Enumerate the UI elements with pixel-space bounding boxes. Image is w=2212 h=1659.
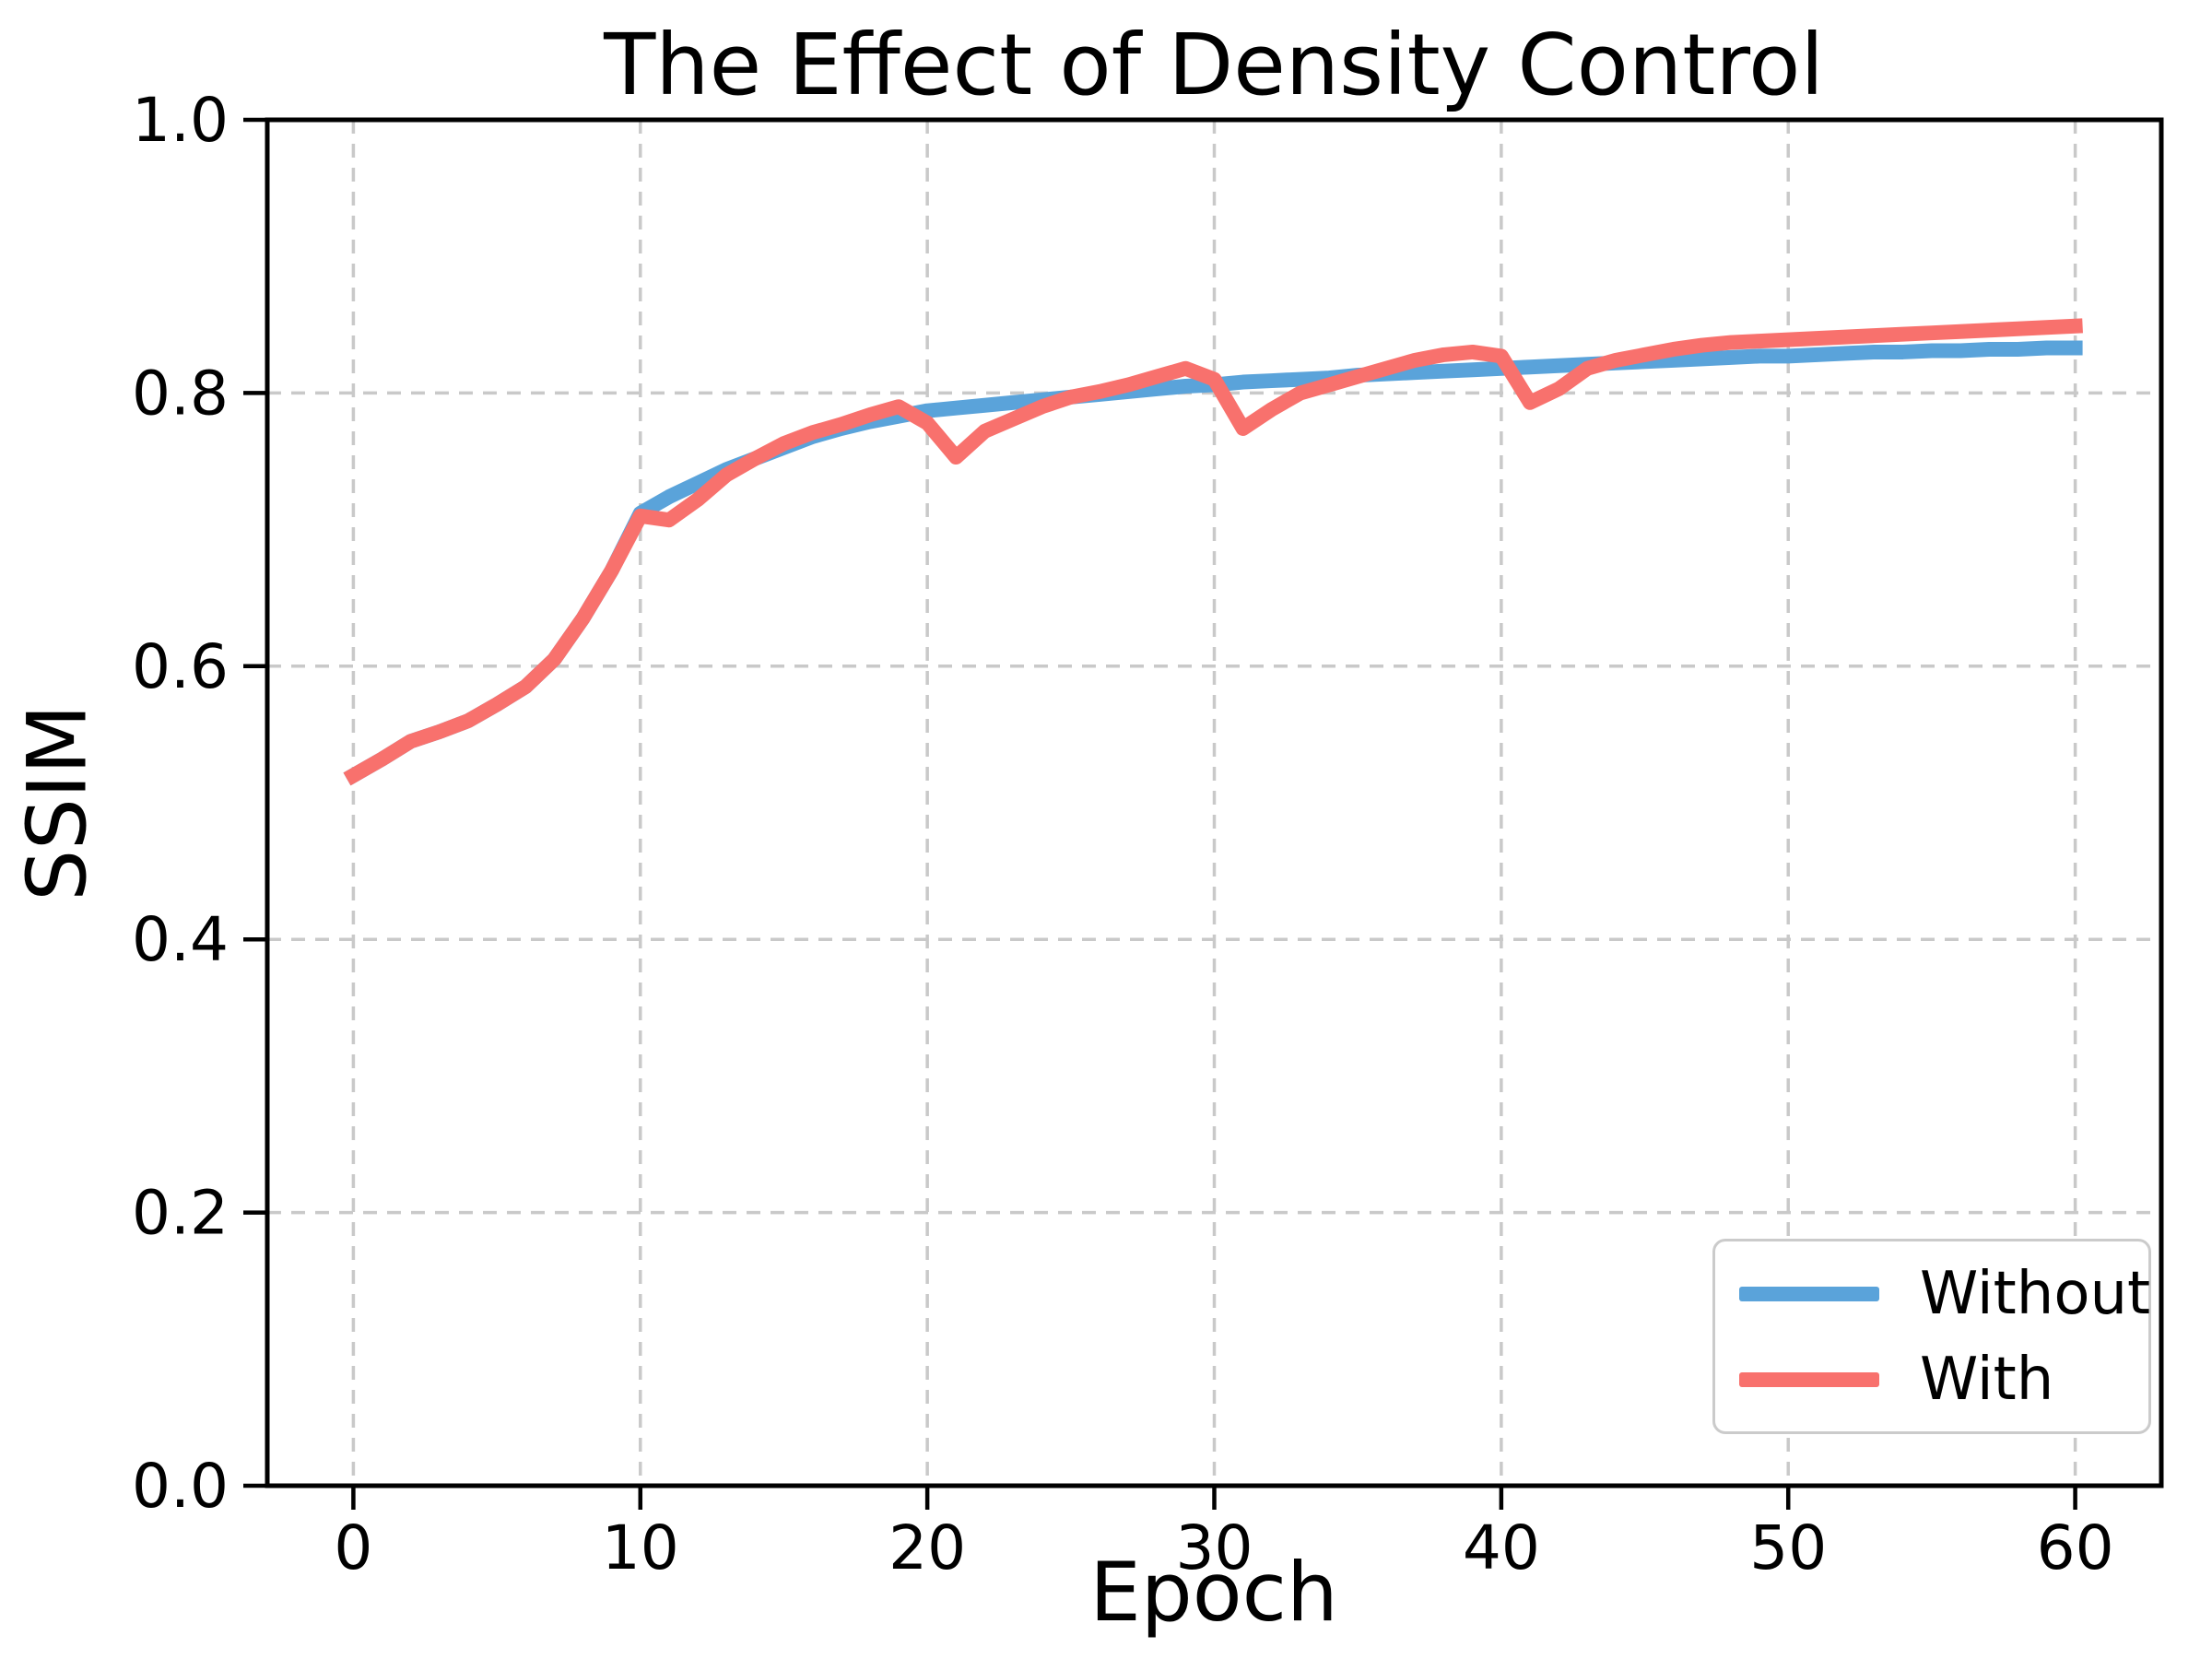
x-axis-label: Epoch xyxy=(1089,1545,1338,1640)
legend-item-with: With xyxy=(1739,1350,2124,1409)
y-tick-label-0.2: 0.2 xyxy=(132,1178,229,1249)
y-tick-label-1: 1.0 xyxy=(132,85,229,156)
x-tick-label-40: 40 xyxy=(1463,1512,1540,1583)
x-tick-label-0: 0 xyxy=(334,1512,372,1583)
series-line-with xyxy=(343,318,2083,786)
x-tick-label-20: 20 xyxy=(888,1512,966,1583)
y-tick-label-0.8: 0.8 xyxy=(132,358,229,429)
legend-line-swatch-with xyxy=(1739,1371,1879,1387)
y-tick-label-0.6: 0.6 xyxy=(132,631,229,702)
x-tick-label-60: 60 xyxy=(2037,1512,2114,1583)
y-axis-label: SSIM xyxy=(9,704,105,901)
x-tick-label-30: 30 xyxy=(1176,1512,1253,1583)
legend-line-swatch-without xyxy=(1739,1286,1879,1301)
y-tick-label-0: 0.0 xyxy=(132,1451,229,1522)
y-tick-label-0.4: 0.4 xyxy=(132,904,229,975)
legend-label-with: With xyxy=(1920,1345,2054,1414)
x-tick-label-50: 50 xyxy=(1749,1512,1827,1583)
legend-label-without: Without xyxy=(1920,1259,2151,1328)
chart-title: The Effect of Density Control xyxy=(604,16,1824,114)
legend-item-without: Without xyxy=(1739,1265,2150,1324)
legend: Without With xyxy=(1712,1239,2151,1434)
x-tick-label-10: 10 xyxy=(602,1512,679,1583)
